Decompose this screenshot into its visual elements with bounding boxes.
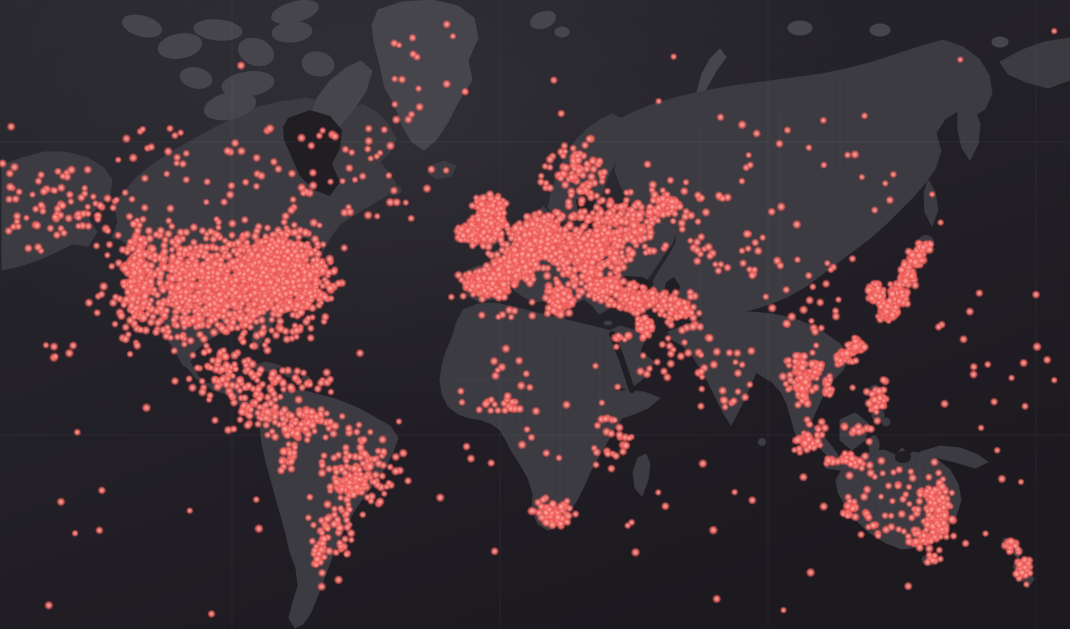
- activity-dots-canvas: [0, 0, 1070, 629]
- world-dot-map[interactable]: [0, 0, 1070, 629]
